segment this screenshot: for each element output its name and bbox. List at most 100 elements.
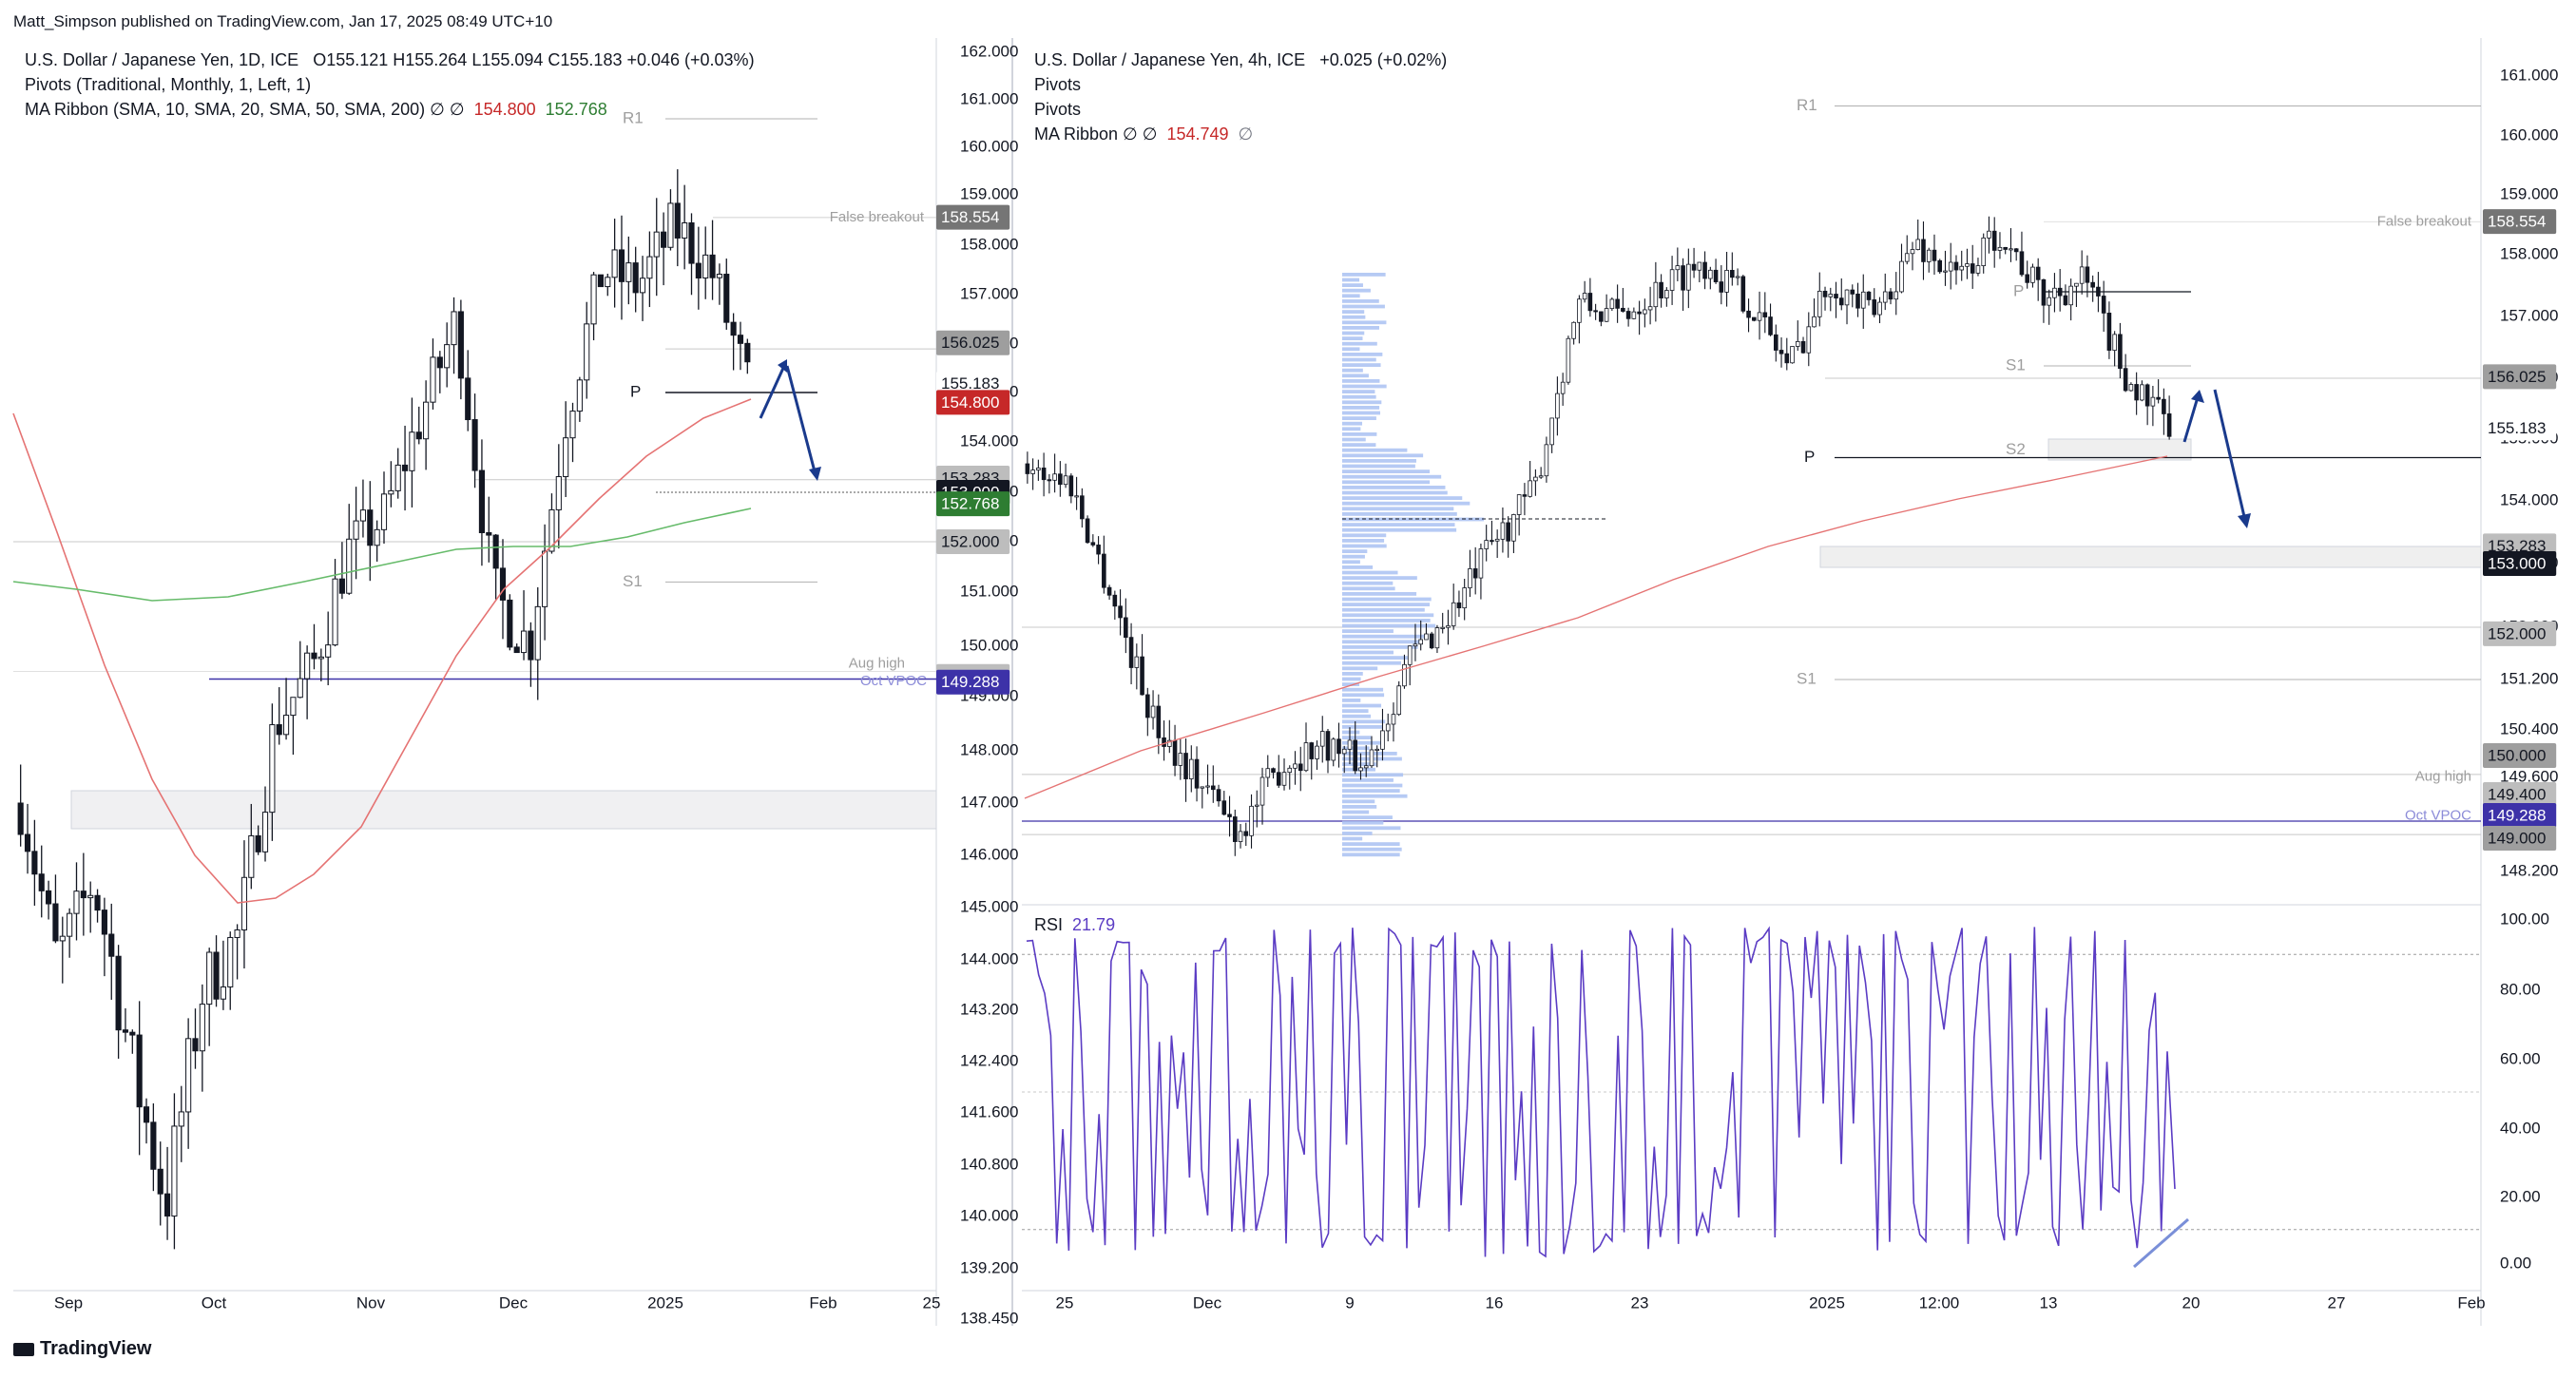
left-candle-body [444,344,451,369]
right-candle-body [1446,625,1451,628]
volume-profile-bar [1342,390,1375,393]
rsi-legend[interactable]: RSI 21.79 [1034,912,1115,937]
left-price-tick: 148.000 [960,740,1018,758]
right-candle-body [1549,417,1554,446]
left-candle-body [353,520,359,540]
right-candle-body [1621,307,1625,312]
right-candle-body [1112,594,1118,607]
left-candle-body [346,538,353,594]
left-candle-body [171,1125,178,1217]
right-candle-body [1303,742,1309,772]
volume-profile-bar [1342,544,1387,548]
right-candle-body [2156,396,2161,400]
right-s1b-label: S1 [1797,669,1817,687]
right-candle-body [1981,237,1987,266]
left-candle-body [709,254,716,278]
left-candle-body [492,534,499,569]
left-tag-156: 156.025 [941,334,999,352]
right-candle-body [1538,475,1544,478]
right-tag-150: 150.000 [2488,746,2546,764]
left-candle-body [457,311,464,379]
right-candle-body [1434,627,1440,649]
volume-profile-bar [1342,576,1417,580]
volume-profile-bar [1342,363,1381,367]
right-s1a-label: S1 [2006,355,2026,373]
left-candle-body [646,256,653,279]
right-s2-zone [2047,438,2192,461]
right-candle-body [1276,772,1281,786]
volume-profile-bar [1342,725,1382,729]
volume-profile-bar [1342,278,1360,282]
volume-profile-bar [1342,459,1416,463]
right-candle-body [2013,248,2019,253]
right-candle-body [1232,816,1238,842]
left-candle-body [38,873,45,891]
volume-profile-bar [1342,549,1368,553]
right-candle-body [1293,763,1298,769]
right-tag-150-bg [2483,743,2557,768]
right-candle-body [1162,737,1166,747]
right-pivots-legend-2[interactable]: Pivots [1034,100,1082,119]
right-pivots-legend-1[interactable]: Pivots [1034,75,1082,94]
right-candle-body [1593,310,1598,313]
right-volume-profile [1342,273,1485,857]
right-price-tick: 148.200 [2500,861,2558,879]
right-candle-body [1243,831,1249,836]
volume-profile-bar [1342,613,1434,618]
volume-profile-bar [1342,852,1400,857]
left-candle-body [311,652,317,660]
left-candle-body [430,356,436,403]
right-time-tick: Dec [1193,1293,1222,1312]
left-title: U.S. Dollar / Japanese Yen, 1D, ICE [25,50,299,69]
right-candle-body [1844,289,1850,306]
left-price-tick: 157.000 [960,284,1018,302]
left-candle-body [555,476,562,510]
right-candles [1025,216,2172,856]
left-candle-body [73,891,80,914]
volume-profile-bar [1342,773,1404,777]
volume-profile-bar [1342,373,1369,378]
volume-profile-bar [1342,805,1377,809]
tradingview-logo[interactable]: TradingView [13,1338,151,1360]
left-candle-body [394,464,401,491]
right-candle-body [1822,290,1828,297]
volume-profile-bar [1342,533,1387,538]
left-candle-body [157,1168,163,1195]
right-ma-value-2: ∅ [1238,124,1254,144]
volume-profile-bar [1342,448,1408,452]
right-tag-156: 156.025 [2488,368,2546,386]
volume-profile-bar [1342,353,1383,356]
left-candle-body [367,509,374,546]
right-candle-body [1085,518,1090,544]
volume-profile-bar [1342,650,1394,655]
right-candle-body [1735,276,1740,278]
right-ma-legend[interactable]: MA Ribbon ∅ ∅ 154.749 ∅ [1034,122,1253,146]
left-p-label: P [630,382,641,400]
left-r1-label: R1 [623,108,644,126]
left-candle-body [248,834,255,878]
right-candle-body [1478,548,1484,579]
right-oct-vpoc-label: Oct VPOC [2405,807,2471,823]
left-candle-body [150,1121,157,1170]
left-sma20-line [12,398,752,904]
rsi-value: 21.79 [1072,915,1116,934]
right-time-tick: 16 [1486,1293,1504,1312]
right-tag-close: 155.183 [2488,419,2546,437]
left-time-tick: Sep [54,1293,83,1312]
right-legend-title: U.S. Dollar / Japanese Yen, 4h, ICE +0.0… [1034,48,1447,72]
right-candle-body [1740,276,1746,312]
right-price-tick: 159.000 [2500,184,2558,202]
right-price-tick: 150.400 [2500,719,2558,737]
right-candle-body [1686,263,1691,291]
left-tag-oct-vpoc-bg [936,669,1010,695]
left-ma-legend[interactable]: MA Ribbon (SMA, 10, SMA, 20, SMA, 50, SM… [25,97,607,122]
left-pivots-legend[interactable]: Pivots (Traditional, Monthly, 1, Left, 1… [25,75,312,94]
left-price-tick: 158.000 [960,235,1018,253]
right-s2-label: S2 [2006,440,2026,458]
left-tag-ma50-bg [936,491,1010,517]
volume-profile-bar [1342,443,1376,447]
right-tag-149: 149.000 [2488,829,2546,847]
right-tag-153: 153.000 [2488,554,2546,572]
right-candle-body [1991,230,1997,251]
